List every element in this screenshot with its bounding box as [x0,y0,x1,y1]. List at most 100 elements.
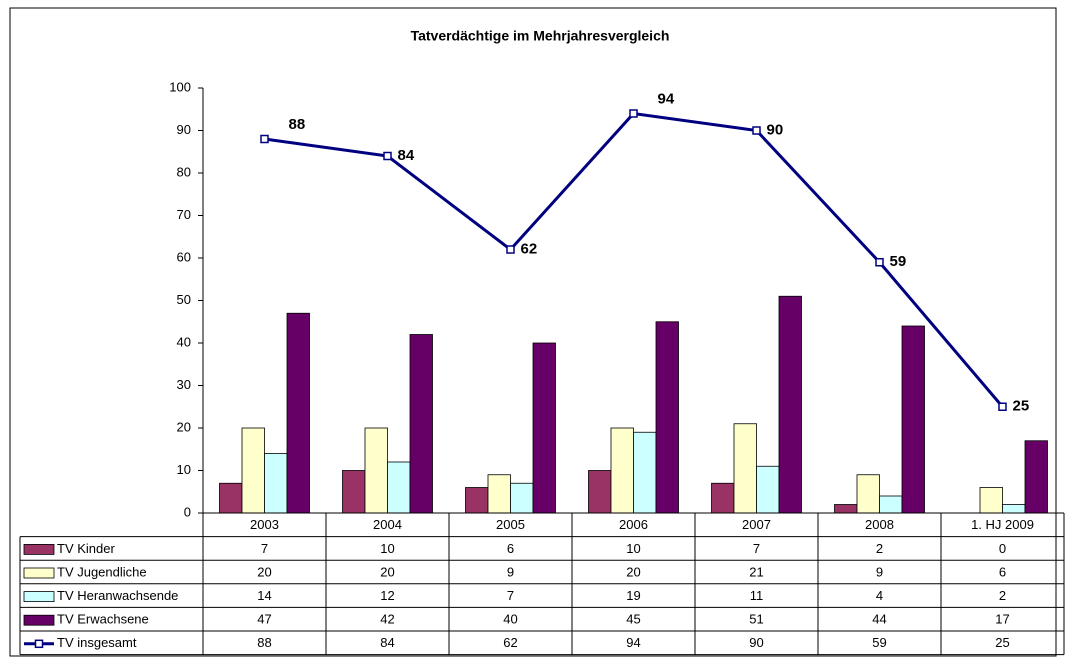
y-tick-label: 20 [177,419,191,434]
legend-label: TV insgesamt [57,635,137,650]
table-value: 25 [995,635,1009,650]
table-value: 9 [876,564,883,579]
table-value: 21 [749,564,763,579]
y-tick-label: 40 [177,334,191,349]
y-tick-label: 80 [177,164,191,179]
bar [1024,440,1048,514]
bar [487,474,511,514]
legend-key [23,614,55,626]
bar [409,334,433,514]
bar [241,427,265,514]
bar [465,487,489,514]
legend-key [34,639,44,649]
table-value: 7 [753,541,760,556]
y-tick-label: 100 [169,79,191,94]
bar [286,312,310,514]
bar [387,461,411,514]
legend-label: TV Heranwachsende [57,588,178,603]
x-tick-label: 1. HJ 2009 [971,517,1034,532]
bar [610,427,634,514]
chart-border [9,7,1057,657]
y-tick-label: 60 [177,249,191,264]
line-marker [383,151,392,161]
table-value: 2 [876,541,883,556]
legend-key [23,544,55,555]
data-label: 25 [1013,398,1030,415]
table-value: 20 [626,564,640,579]
x-tick-label: 2003 [250,517,279,532]
line-marker [998,402,1007,411]
line-marker [260,134,269,144]
y-tick-label: 50 [177,292,191,307]
bar [979,487,1003,514]
bar [588,470,612,514]
table-value: 17 [995,612,1009,627]
table-value: 88 [257,635,271,650]
legend-label: TV Jugendliche [57,564,147,579]
bar [219,482,243,514]
data-label: 62 [521,240,538,257]
table-value: 11 [750,588,764,603]
line-marker [875,258,884,267]
table-value: 14 [257,588,271,603]
y-tick-label: 10 [177,462,191,477]
data-label: 59 [890,253,907,270]
table-value: 90 [749,635,763,650]
bar [342,470,366,514]
bar [655,321,679,514]
table-value: 6 [507,541,514,556]
table-value: 47 [257,612,271,627]
bar [834,504,858,514]
bar [901,325,925,514]
table-value: 51 [749,612,763,627]
table-value: 7 [261,541,268,556]
x-tick-label: 2004 [373,517,402,532]
table-value: 7 [507,588,514,603]
table-value: 4 [876,588,883,603]
data-label: 90 [767,121,784,138]
table-value: 10 [380,541,394,556]
bar [879,495,903,514]
table-value: 12 [380,588,394,603]
data-label: 88 [289,116,306,133]
y-tick-label: 30 [177,377,191,392]
table-value: 19 [626,588,640,603]
line-marker [629,109,638,118]
bar [733,423,757,514]
table-value: 10 [626,541,640,556]
y-tick-label: 70 [177,207,191,222]
bar [778,295,802,514]
bar [264,453,288,514]
bar [1002,504,1026,514]
bar [364,427,388,514]
table-value: 94 [626,635,640,650]
table-value: 6 [999,564,1006,579]
x-tick-label: 2006 [619,517,648,532]
bar [532,342,556,514]
table-value: 0 [999,541,1006,556]
y-tick-label: 0 [184,504,191,519]
legend-label: TV Kinder [57,541,115,556]
bar [510,482,534,514]
legend-label: TV Erwachsene [57,612,149,627]
bar [756,465,780,514]
bar [856,474,880,514]
table-value: 2 [999,588,1006,603]
table-value: 59 [872,635,886,650]
x-tick-label: 2005 [496,517,525,532]
bar [633,431,657,514]
x-tick-label: 2008 [865,517,894,532]
legend-key [23,591,55,602]
table-value: 44 [872,612,886,627]
table-value: 42 [380,612,394,627]
table-value: 84 [380,635,394,650]
table-value: 20 [380,564,394,579]
table-value: 9 [507,564,514,579]
data-label: 84 [398,147,415,164]
legend-key [23,567,55,579]
y-tick-label: 90 [177,122,191,137]
table-value: 20 [257,564,271,579]
table-value: 45 [626,612,640,627]
line-marker [752,126,761,135]
